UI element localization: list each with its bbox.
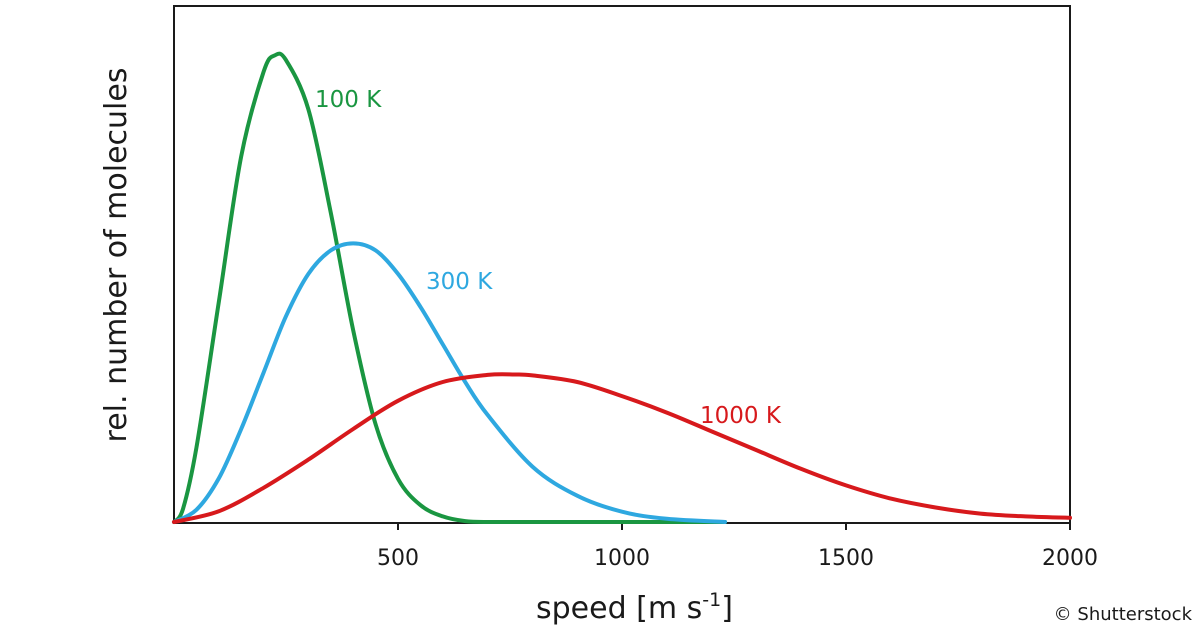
plot-frame — [173, 5, 1071, 524]
x-axis-title-superscript: -1 — [702, 589, 721, 611]
series-lines — [172, 51, 1072, 525]
x-axis-title-main: speed [m s — [536, 591, 702, 626]
series-label-300k: 300 K — [426, 269, 493, 295]
x-tick-label: 2000 — [1042, 546, 1098, 571]
credit-text: © Shutterstock — [1054, 604, 1193, 625]
x-axis-ticks: 500 1000 1500 2000 — [377, 523, 1098, 571]
series-line-300k — [172, 241, 727, 524]
x-axis-title: speed [m s-1] — [536, 589, 733, 626]
series-line-1000k — [172, 372, 1072, 524]
series-label-100k: 100 K — [315, 87, 382, 113]
x-tick-label: 500 — [377, 546, 419, 571]
series-labels: 100 K 300 K 1000 K — [315, 87, 782, 429]
y-axis-title: rel. number of molecules — [99, 68, 134, 443]
x-axis-title-suffix: ] — [721, 591, 733, 626]
x-tick-label: 1500 — [818, 546, 874, 571]
series-line-100k — [172, 51, 727, 525]
series-label-1000k: 1000 K — [700, 403, 782, 429]
x-tick-label: 1000 — [594, 546, 650, 571]
